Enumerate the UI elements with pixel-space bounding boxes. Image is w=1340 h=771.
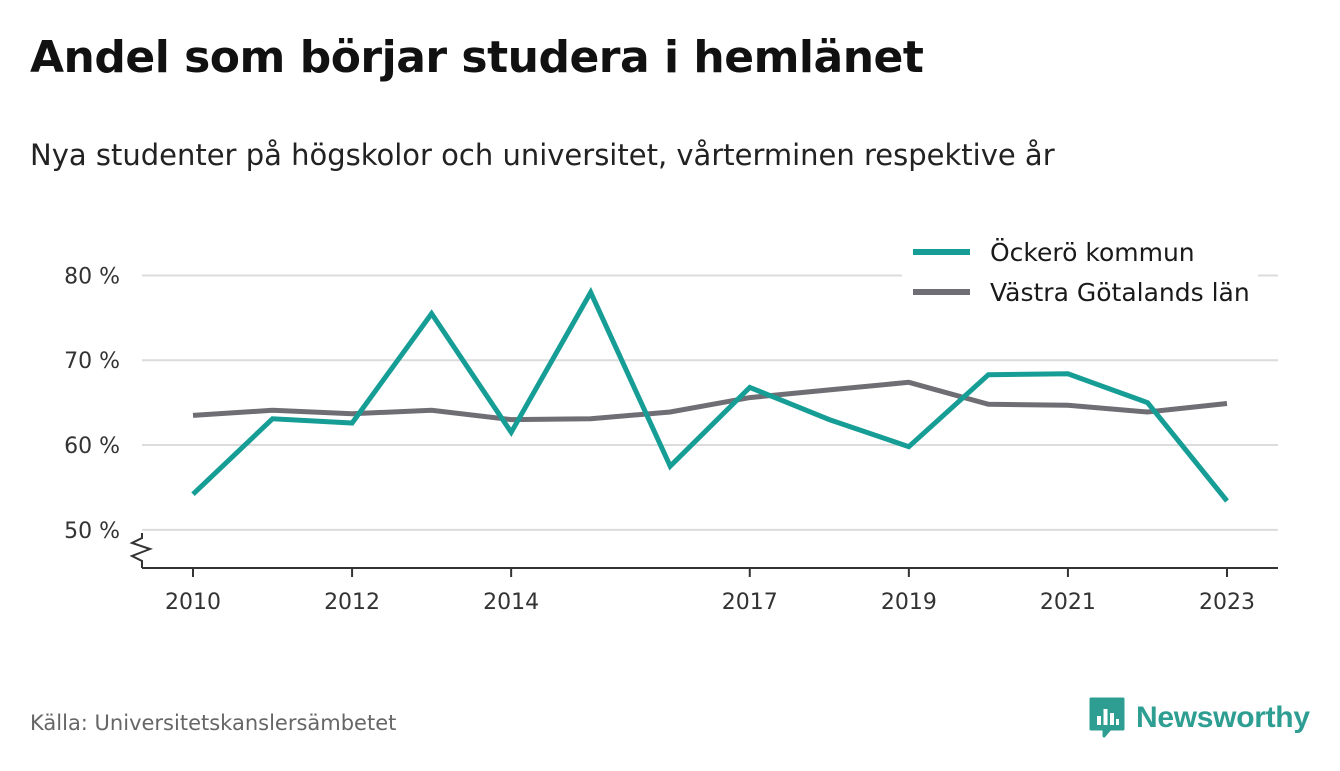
brand-logo: Newsworthy <box>1088 696 1310 740</box>
legend: Öckerö kommun Västra Götalands län <box>902 234 1258 310</box>
series-line-1 <box>191 286 1229 503</box>
y-tick-label: 70 % <box>64 349 120 374</box>
x-tick-label: 2023 <box>1199 590 1255 615</box>
axes: 50 % 60 % 70 % 80 % 2010 2012 2014 2017 2019 2021… <box>64 264 1278 615</box>
series-lines <box>191 286 1229 503</box>
bar-chart-speech-bubble-icon <box>1089 697 1125 738</box>
x-tick-label: 2019 <box>881 590 937 615</box>
line-chart: 50 % 60 % 70 % 80 % 2010 2012 2014 2017 2019 2021… <box>64 234 1278 615</box>
source-note: Källa: Universitetskanslersämbetet <box>30 711 397 735</box>
legend-label-1: Öckerö kommun <box>990 238 1195 267</box>
x-tick-label: 2010 <box>165 590 221 615</box>
chart-title: Andel som börjar studera i hemlänet <box>30 32 924 83</box>
x-tick-label: 2017 <box>722 590 778 615</box>
series-line-2 <box>192 379 1228 423</box>
x-tick-label: 2012 <box>324 590 380 615</box>
x-tick-label: 2021 <box>1040 590 1096 615</box>
brand-name: Newsworthy <box>1136 701 1310 734</box>
y-tick-label: 80 % <box>64 264 120 289</box>
y-axis-break <box>129 533 153 568</box>
x-tick-label: 2014 <box>483 590 539 615</box>
legend-label-2: Västra Götalands län <box>990 278 1250 307</box>
y-tick-label: 50 % <box>64 519 120 544</box>
y-tick-label: 60 % <box>64 434 120 459</box>
chart-subtitle: Nya studenter på högskolor och universit… <box>30 138 1055 172</box>
